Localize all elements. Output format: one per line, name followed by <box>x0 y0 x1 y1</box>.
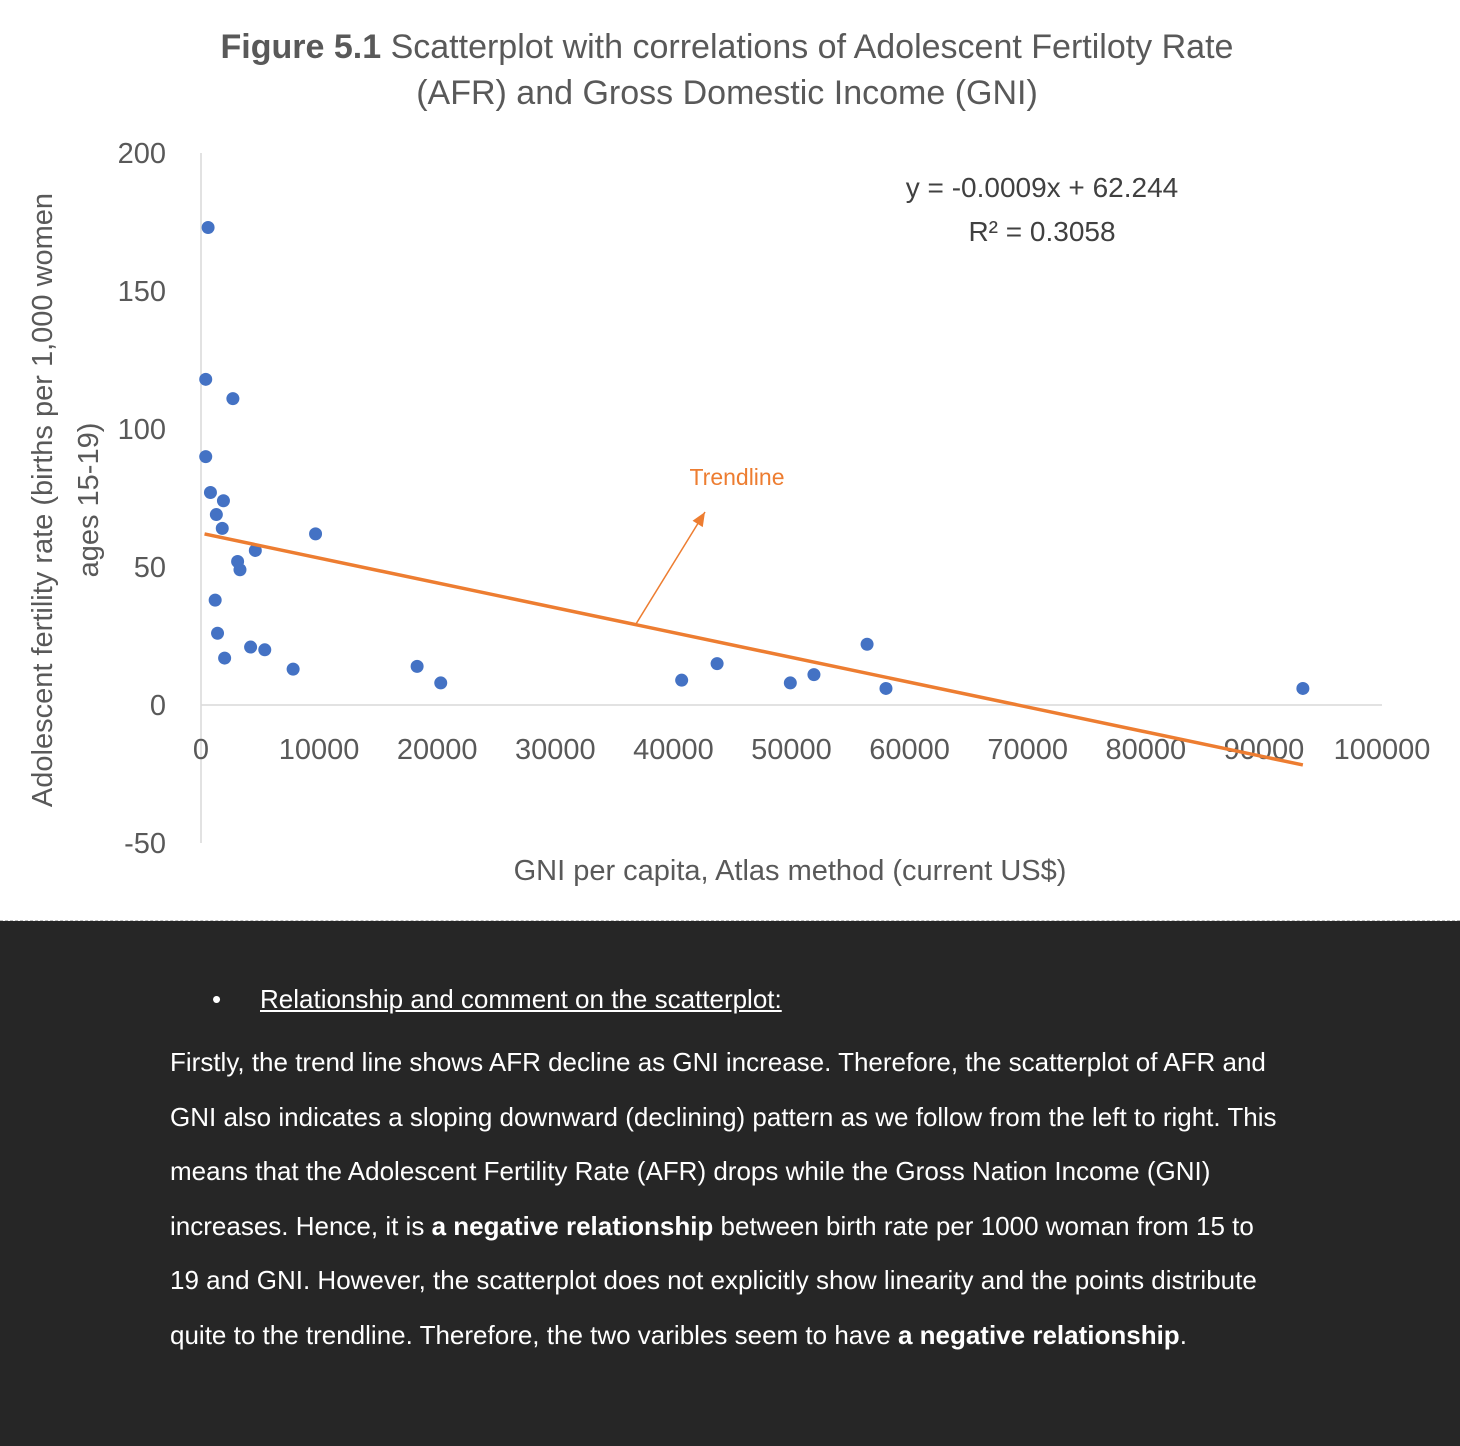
chart-title-line1: Figure 5.1 Scatterplot with correlations… <box>221 28 1234 66</box>
y-axis-title-line2: ages 15-19) <box>73 423 105 578</box>
data-point <box>248 543 262 557</box>
data-point <box>783 676 797 690</box>
y-tick-label: 50 <box>134 552 166 584</box>
data-point <box>807 668 821 682</box>
data-point <box>199 450 213 464</box>
chart-title-line2: (AFR) and Gross Domestic Income (GNI) <box>416 74 1038 112</box>
figure-panel: Figure 5.1 Scatterplot with correlations… <box>0 28 1460 921</box>
chart-axes <box>200 153 1382 843</box>
data-point <box>218 651 232 665</box>
data-point <box>209 508 223 522</box>
data-point <box>309 527 323 541</box>
data-point <box>244 640 258 654</box>
comment-bold-2: a negative relationship <box>897 1319 1180 1350</box>
comment-heading: Relationship and comment on the scatterp… <box>260 984 782 1014</box>
data-point <box>216 494 230 508</box>
data-point <box>226 392 240 406</box>
scatter-chart: Figure 5.1 Scatterplot with correlations… <box>27 28 1430 887</box>
x-tick-label: 30000 <box>515 734 596 766</box>
y-tick-label: 150 <box>118 276 166 308</box>
data-point <box>233 563 247 577</box>
r-squared-label: R² = 0.3058 <box>968 216 1115 247</box>
data-point <box>215 521 229 535</box>
trendline-annotation-arrow <box>634 511 706 626</box>
data-point <box>1296 681 1310 695</box>
comment-paragraph: Firstly, the trend line shows AFR declin… <box>170 1035 1280 1362</box>
y-axis-ticks: -50 0 50 100 150 200 <box>118 138 166 860</box>
x-tick-label: 50000 <box>751 734 832 766</box>
comment-bold-1: a negative relationship <box>431 1210 714 1241</box>
trendline-equation: y = -0.0009x + 62.244 <box>906 172 1178 203</box>
y-tick-label: 100 <box>118 414 166 446</box>
comment-heading-row: • Relationship and comment on the scatter… <box>212 981 782 1017</box>
x-tick-label: 60000 <box>869 734 950 766</box>
comment-text-1: Firstly, the trend line shows AFR declin… <box>170 1047 1277 1241</box>
data-point <box>208 593 222 607</box>
y-axis-title-line1: Adolescent fertility rate (births per 1,… <box>27 193 59 807</box>
data-point <box>860 637 874 651</box>
x-axis-title: GNI per capita, Atlas method (current US… <box>514 855 1067 887</box>
comment-panel: • Relationship and comment on the scatter… <box>0 921 1460 1446</box>
x-axis-ticks: 0 10000 20000 30000 40000 50000 60000 70000 8000… <box>193 734 1430 766</box>
data-point <box>199 372 213 386</box>
data-point <box>203 485 217 499</box>
data-points <box>199 221 1310 695</box>
y-tick-label: -50 <box>124 828 166 860</box>
data-point <box>675 673 689 687</box>
data-point <box>879 681 893 695</box>
data-point <box>434 676 448 690</box>
x-tick-label: 0 <box>193 734 209 766</box>
x-tick-label: 20000 <box>397 734 478 766</box>
y-tick-label: 0 <box>150 690 166 722</box>
comment-text-3: . <box>1179 1319 1187 1350</box>
arrowhead-icon <box>692 512 705 528</box>
data-point <box>286 662 300 676</box>
trendline-label: Trendline <box>689 464 784 490</box>
y-tick-label: 200 <box>118 138 166 170</box>
data-point <box>710 657 724 671</box>
comment-text-2: between birth rate per 1000 woman from 1… <box>170 1210 1257 1350</box>
data-point <box>410 659 424 673</box>
x-tick-label: 40000 <box>633 734 714 766</box>
x-tick-label: 100000 <box>1334 734 1431 766</box>
data-point <box>258 643 272 657</box>
data-point <box>201 221 215 235</box>
data-point <box>211 626 225 640</box>
bullet-icon: • <box>212 984 222 1014</box>
trendline-group: Trendline <box>204 464 1304 767</box>
x-tick-label: 70000 <box>987 734 1068 766</box>
trendline <box>204 532 1304 767</box>
x-tick-label: 10000 <box>279 734 360 766</box>
